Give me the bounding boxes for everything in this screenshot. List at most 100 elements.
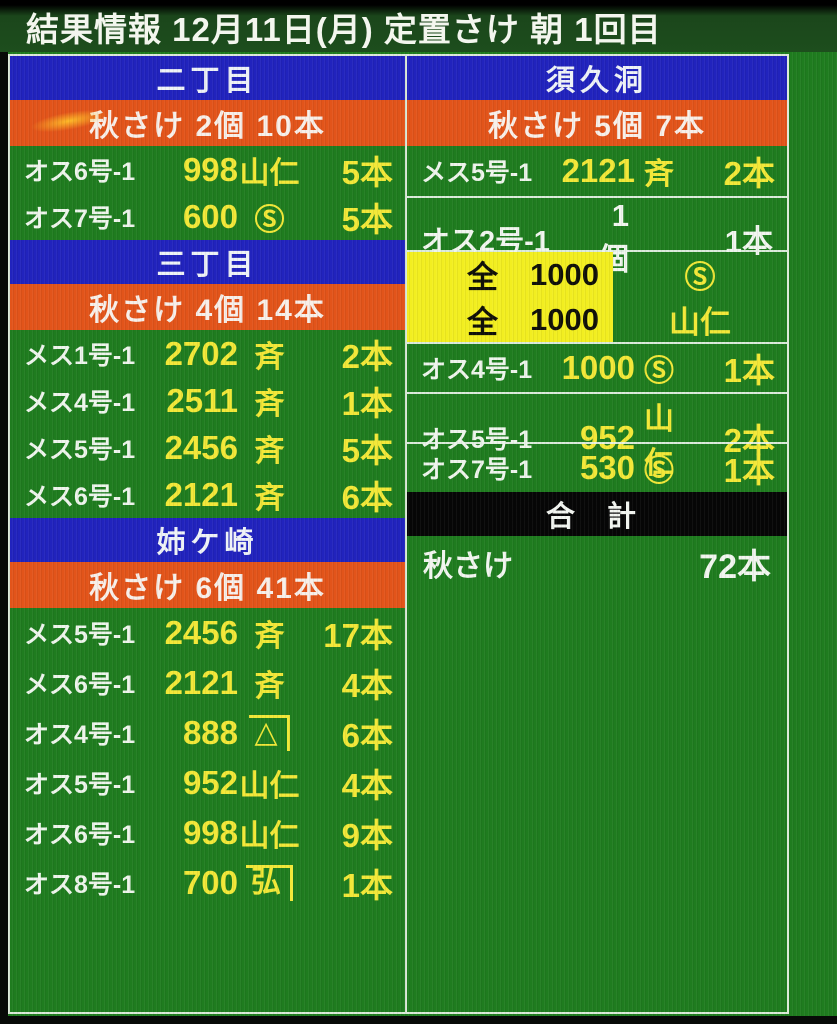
kane-frame: △ xyxy=(249,715,290,751)
table-row: オス7号-1 600 Ⓢ 5本 xyxy=(10,193,405,240)
table-row: メス4号-1 2511 斉 1本 xyxy=(10,377,405,424)
circled-s-buyer-mark: Ⓢ xyxy=(644,355,674,388)
total-species-label: 秋さけ xyxy=(423,550,513,583)
table-row: オス5号-1 952 山仁 4本 xyxy=(10,758,405,808)
row-label: オス6号-1 xyxy=(24,158,136,186)
circled-s-buyer-mark: Ⓢ xyxy=(254,204,285,237)
buyer-mark: 山仁 xyxy=(239,820,300,853)
summary-banner-nichoume: 秋さけ 2個 10本 xyxy=(10,100,405,146)
zenbai-row: 全 1000 山仁 xyxy=(407,297,787,342)
zenbai-price: 1000 xyxy=(530,256,599,292)
price-value: 1000 xyxy=(561,349,635,386)
price-value: 2511 xyxy=(166,382,238,419)
row-label: メス6号-1 xyxy=(24,483,136,511)
lot-row: オス2号-1 1個 1本 xyxy=(407,196,787,277)
table-row: メス6号-1 2121 斉 4本 xyxy=(10,658,405,708)
table-row: オス8号-1 700 弘 1本 xyxy=(10,858,405,908)
count-value: 1本 xyxy=(341,385,393,422)
table-row: オス4号-1 888 △ 6本 xyxy=(10,708,405,758)
zenbai-highlight-cell: 全 1000 xyxy=(407,252,613,297)
summary-banner-sukudo: 秋さけ 5個 7本 xyxy=(407,100,787,146)
buyer-mark: 斉 xyxy=(254,388,285,421)
table-row: メス6号-1 2121 斉 6本 xyxy=(10,471,405,518)
table-row: オス7号-1 530 Ⓢ 1本 xyxy=(407,442,787,492)
table-row: オス4号-1 1000 Ⓢ 1本 xyxy=(407,342,787,392)
count-value: 1本 xyxy=(723,452,775,489)
row-label: メス6号-1 xyxy=(24,671,136,699)
left-column-empty-area xyxy=(10,908,405,1012)
row-label: オス5号-1 xyxy=(421,426,533,454)
price-value: 952 xyxy=(579,419,635,456)
table-row: オス6号-1 998 山仁 5本 xyxy=(10,146,405,193)
circled-s-buyer-mark: Ⓢ xyxy=(644,455,674,488)
count-value: 5本 xyxy=(341,154,393,191)
price-value: 530 xyxy=(579,449,635,486)
price-value: 2702 xyxy=(164,335,238,372)
row-label: オス7号-1 xyxy=(24,205,136,233)
table-row: メス1号-1 2702 斉 2本 xyxy=(10,330,405,377)
row-label: メス4号-1 xyxy=(24,389,136,417)
count-value: 1本 xyxy=(723,352,775,389)
row-label: オス5号-1 xyxy=(24,771,136,799)
buyer-mark: 斉 xyxy=(254,620,285,653)
price-value: 600 xyxy=(182,198,238,235)
circled-s-buyer-mark: Ⓢ xyxy=(684,260,716,295)
count-value: 1本 xyxy=(724,224,773,259)
section-header-sanchoume: 三丁目 xyxy=(10,240,405,284)
buyer-mark: 斉 xyxy=(254,341,285,374)
price-value: 998 xyxy=(182,814,238,851)
price-value: 2456 xyxy=(164,614,238,651)
price-value: 952 xyxy=(182,764,238,801)
row-label: オス8号-1 xyxy=(24,871,136,899)
total-row: 秋さけ 72本 xyxy=(407,536,787,590)
price-value: 2121 xyxy=(561,152,635,189)
table-row: オス6号-1 998 山仁 9本 xyxy=(10,808,405,858)
count-value: 2本 xyxy=(723,155,775,192)
table-row: オス5号-1 952 山仁 2本 xyxy=(407,392,787,480)
kane-triangle-buyer-mark: △ xyxy=(238,715,301,751)
buyer-mark: 山仁 xyxy=(239,157,300,190)
row-label: メス1号-1 xyxy=(24,342,136,370)
zenbai-price: 1000 xyxy=(530,301,599,337)
row-label: メス5号-1 xyxy=(24,436,136,464)
kane-frame: 弘 xyxy=(246,865,293,901)
price-value: 2456 xyxy=(164,429,238,466)
row-label: オス4号-1 xyxy=(24,721,136,749)
count-value: 6本 xyxy=(341,717,393,754)
count-value: 4本 xyxy=(341,667,393,704)
section-header-anegasaki: 姉ケ崎 xyxy=(10,518,405,562)
right-column-empty-area xyxy=(407,590,787,1012)
count-value: 4本 xyxy=(341,767,393,804)
price-value: 888 xyxy=(182,714,238,751)
zenbai-row: 全 1000 Ⓢ xyxy=(407,250,787,297)
zenbai-prefix: 全 xyxy=(467,260,499,295)
summary-banner-sanchoume: 秋さけ 4個 14本 xyxy=(10,284,405,330)
total-header-band: 合 計 xyxy=(407,492,787,536)
left-column: 二丁目 秋さけ 2個 10本 オス6号-1 998 山仁 5本 オス7号-1 6… xyxy=(8,54,405,1014)
board-background: 二丁目 秋さけ 2個 10本 オス6号-1 998 山仁 5本 オス7号-1 6… xyxy=(8,52,837,1016)
buyer-mark: 山仁 xyxy=(644,403,674,480)
buyer-mark: 山仁 xyxy=(669,305,731,340)
row-label: メス5号-1 xyxy=(24,621,136,649)
table-row: メス5号-1 2121 斉 2本 xyxy=(407,146,787,196)
price-value: 2121 xyxy=(164,476,238,513)
count-value: 9本 xyxy=(341,817,393,854)
section-header-nichoume: 二丁目 xyxy=(10,56,405,100)
table-row: メス5号-1 2456 斉 17本 xyxy=(10,608,405,658)
buyer-mark: 斉 xyxy=(254,482,285,515)
total-count-value: 72本 xyxy=(699,547,771,586)
right-column: 須久洞 秋さけ 5個 7本 メス5号-1 2121 斉 2本 オス2号-1 1個… xyxy=(405,54,789,1014)
zenbai-highlight-cell: 全 1000 xyxy=(407,297,613,342)
row-label: メス5号-1 xyxy=(421,159,533,187)
count-value: 2本 xyxy=(723,422,775,459)
price-value: 2121 xyxy=(164,664,238,701)
buyer-mark: 斉 xyxy=(254,670,285,703)
row-label: オス4号-1 xyxy=(421,356,533,384)
count-value: 6本 xyxy=(341,479,393,516)
count-value: 5本 xyxy=(341,432,393,469)
count-value: 5本 xyxy=(341,201,393,238)
buyer-mark: 斉 xyxy=(254,435,285,468)
price-value: 700 xyxy=(182,864,238,901)
row-label: オス7号-1 xyxy=(421,456,533,484)
